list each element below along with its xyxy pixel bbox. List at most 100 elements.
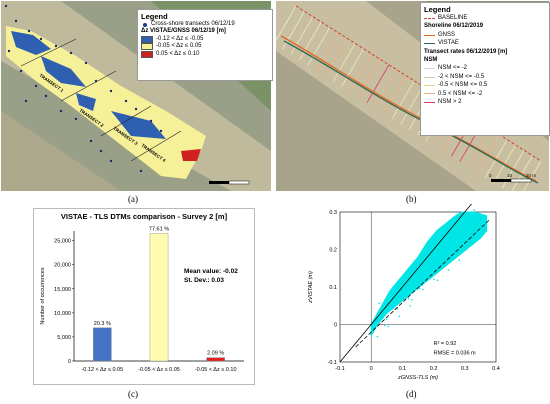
panel-b-legend: Legend BASELINE Shoreline 06/12/2019 GNS…: [420, 2, 550, 136]
scatter-point: [405, 290, 408, 293]
bar: [149, 233, 169, 362]
x-tick-label: -0.05 < Δz ≤ 0.10: [195, 367, 237, 373]
nsm-label: -2 < NSM <= -0.5: [438, 73, 485, 80]
dz-title: Δz VISTAE/GNSS 06/12/19 [m]: [141, 28, 226, 35]
scatter-point: [478, 217, 481, 220]
identity-line: [339, 204, 472, 363]
x-tick-label: 0.2: [430, 366, 438, 372]
scatter-chart-svg: -0.1 0 0.1 0.2 0.3 0.4 -0.1 0 0.1 0.2 0.3 zGNSS-TLS…: [308, 204, 500, 381]
legend-title: Legend: [141, 12, 168, 21]
scatter-point: [418, 287, 421, 290]
scatter-point: [433, 278, 435, 281]
scatter-point: [425, 262, 428, 265]
y-axis-label: zVISTAE (m): [308, 271, 314, 304]
scatter-point: [471, 242, 473, 245]
y-tick-label: 0: [68, 359, 71, 365]
scatter-point: [414, 273, 417, 275]
baseline-icon: [424, 17, 435, 19]
nsm-transect-line: [400, 85, 424, 125]
scatter-point: [467, 241, 470, 244]
x-tick-label: 0: [370, 366, 373, 372]
class-swatch: [141, 50, 153, 58]
scatter-point: [453, 237, 455, 239]
scatter-point: [473, 209, 475, 212]
scatter-point: [482, 232, 484, 234]
nsm-transect-line: [290, 16, 314, 55]
baseline-label: BASELINE: [438, 15, 468, 21]
scatter-point: [447, 269, 450, 271]
scatter-point: [378, 302, 381, 305]
scatter-point: [387, 325, 390, 328]
nsm-label: -0.5 < NSM <= 0.5: [438, 82, 488, 89]
nsm-transect-line: [391, 80, 415, 120]
nsm-transect-line: [366, 64, 390, 104]
nsm-transect-line: [341, 48, 364, 87]
nsm-transect-line: [358, 59, 381, 98]
nsm-transect-line: [315, 32, 339, 71]
nsm-transect-line: [383, 75, 407, 114]
bar: [206, 357, 225, 362]
scatter-point: [400, 282, 402, 284]
class-label: -0.05 < Δz ≤ 0.05: [156, 43, 202, 50]
legend-title: Legend: [424, 5, 451, 14]
scale-label: 20 m: [526, 173, 536, 178]
y-axis-label: Number of occurrences: [40, 267, 46, 324]
scatter-point: [462, 219, 464, 222]
nsm-swatch: [424, 68, 435, 70]
y-tick-label: 25,000: [54, 239, 71, 245]
rmse-label: RMSE = 0.036 m: [434, 351, 476, 357]
caption-b: (b): [406, 194, 417, 204]
scale-label: 10: [507, 173, 513, 178]
bar-chart-svg: 0 5,000 10,000 15,000 20,000 25,000 Number of …: [40, 226, 244, 373]
shoreline-swatch: [424, 42, 435, 44]
points-label: Cross-shore transects 06/12/19: [151, 21, 235, 27]
nsm-label: NSM > 2: [438, 99, 462, 106]
nsm-transect-line: [332, 43, 356, 82]
scatter-point: [454, 244, 457, 247]
y-tick-label: 15,000: [54, 287, 71, 293]
x-axis-label: zGNSS-TLS (m): [397, 375, 438, 381]
scatter-point: [398, 315, 401, 317]
y-tick-label: 10,000: [54, 311, 71, 317]
scatter-point: [438, 246, 441, 248]
scatter-point: [422, 288, 424, 291]
class-label: 0.05 < Δz ≤ 0.10: [156, 50, 200, 57]
y-tick-label: 0.2: [329, 248, 337, 254]
bar-data-label: 77.61 %: [149, 226, 169, 232]
nsm-transect-line: [276, 5, 297, 42]
scatter-point: [389, 292, 391, 295]
scatter-point: [436, 279, 439, 282]
rates-title: Transect rates 06/12/2019 [m]: [424, 48, 508, 55]
y-tick-label: 0: [334, 323, 337, 329]
nsm-swatch: [424, 84, 435, 86]
scatter-point: [382, 317, 384, 319]
caption-a: (a): [128, 194, 138, 204]
scatter-point: [464, 226, 466, 229]
x-tick-label: -0.05 < Δz ≤ 0.05: [138, 367, 180, 373]
gnss-points: [4, 4, 163, 173]
scatter-point: [469, 235, 472, 237]
y-tick-label: 5,000: [57, 335, 71, 341]
nsm-swatch: [424, 101, 435, 103]
scatter-point: [460, 225, 462, 228]
scatter-point: [420, 281, 422, 283]
stats-mean: Mean value: -0.02: [184, 268, 238, 275]
shoreline-label: GNSS: [438, 31, 456, 38]
dz-red-patch: [181, 149, 201, 161]
scatter-point: [393, 306, 395, 309]
caption-c: (c): [128, 389, 138, 399]
nsm-title: NSM: [424, 57, 438, 64]
nsm-transect-line: [476, 134, 500, 173]
class-swatch: [141, 43, 153, 51]
nsm-swatch: [424, 93, 435, 95]
dz-blue-patch: [111, 111, 166, 139]
dz-blue-patch: [76, 93, 96, 111]
scatter-point: [442, 260, 444, 263]
y-tick-label: 0.1: [329, 285, 337, 291]
chart-title: VISTAE - TLS DTMs comparison - Survey 2 …: [60, 212, 228, 221]
x-tick-label: 0.4: [492, 366, 500, 372]
scatter-point: [443, 254, 446, 257]
x-tick-label: -0.12 < Δz ≤ 0.05: [81, 367, 123, 373]
scatter-point: [407, 297, 410, 300]
bar: [93, 327, 112, 362]
